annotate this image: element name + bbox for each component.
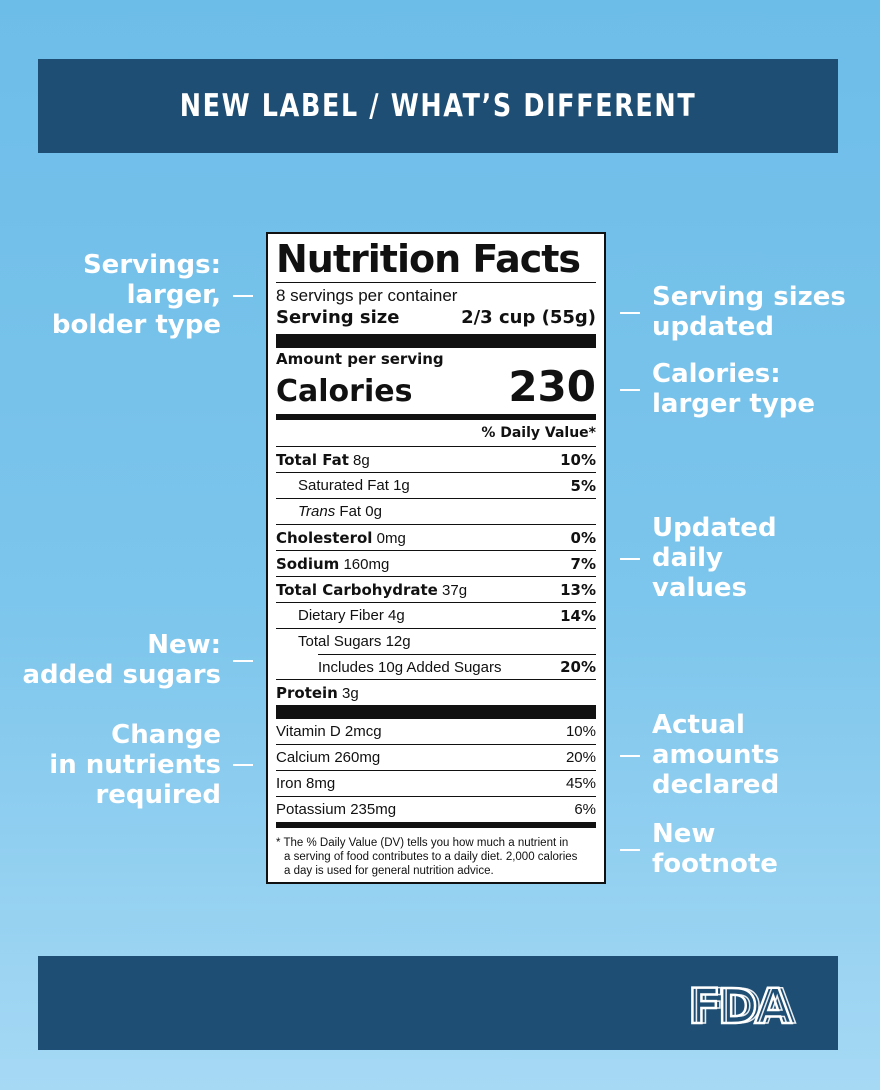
header-banner: NEW LABEL / WHAT’S DIFFERENT xyxy=(38,59,838,153)
divider xyxy=(276,282,596,283)
callout-serving-sizes: Serving sizes updated xyxy=(652,282,846,342)
label-title: Nutrition Facts xyxy=(276,237,581,281)
vitamin-row: Vitamin D 2mcg 10% xyxy=(276,719,596,745)
vitamin-row: Potassium 235mg 6% xyxy=(276,801,596,818)
vitamin-row: Calcium 260mg 20% xyxy=(276,745,596,771)
divider-medium xyxy=(276,414,596,420)
daily-value-header: % Daily Value* xyxy=(481,425,596,441)
nutrient-row: Protein 3g xyxy=(276,679,596,705)
servings-per-container: 8 servings per container xyxy=(276,286,458,305)
callout-dash xyxy=(620,312,640,314)
callout-calories: Calories: larger type xyxy=(652,359,816,419)
serving-size-label: Serving size xyxy=(276,307,400,328)
callout-daily-values: Updated daily values xyxy=(652,513,777,603)
nutrient-row: Dietary Fiber 4g 14% xyxy=(276,602,596,628)
vitamin-row: Iron 8mg 45% xyxy=(276,771,596,797)
callout-dash xyxy=(233,764,253,766)
nutrient-row: Sodium 160mg 7% xyxy=(276,550,596,576)
nutrient-row: Total Sugars 12g xyxy=(276,628,596,654)
nutrient-row: Total Fat 8g 10% xyxy=(276,446,596,472)
svg-text:FDA: FDA xyxy=(692,979,796,1028)
nutrient-row-added-sugars: Includes 10g Added Sugars 20% xyxy=(276,653,596,679)
divider-heavy xyxy=(276,705,596,719)
callout-nutrients: Change in nutrients required xyxy=(49,720,221,810)
nutrient-row: Total Carbohydrate 37g 13% xyxy=(276,576,596,602)
callout-added-sugars: New: added sugars xyxy=(22,630,221,690)
amount-per-serving: Amount per serving xyxy=(276,350,444,368)
calories-value: 230 xyxy=(508,362,596,411)
nutrient-row: Cholesterol 0mg 0% xyxy=(276,524,596,550)
callout-dash xyxy=(620,558,640,560)
nutrient-row: Saturated Fat 1g 5% xyxy=(276,472,596,498)
callout-footnote: New footnote xyxy=(652,819,778,879)
divider-medium xyxy=(276,822,596,828)
serving-size-row: Serving size 2/3 cup (55g) xyxy=(276,306,596,334)
callout-dash xyxy=(620,849,640,851)
footer-banner: FDA FDA xyxy=(38,956,838,1050)
callout-dash xyxy=(620,755,640,757)
label-footnote: * The % Daily Value (DV) tells you how m… xyxy=(276,837,578,877)
serving-size-value: 2/3 cup (55g) xyxy=(461,307,596,328)
divider-heavy xyxy=(276,334,596,348)
nutrition-label: Nutrition Facts 8 servings per container… xyxy=(266,232,606,884)
callout-actual-amounts: Actual amounts declared xyxy=(652,710,780,800)
page-title: NEW LABEL / WHAT’S DIFFERENT xyxy=(179,88,697,124)
callout-dash xyxy=(620,389,640,391)
calories-label: Calories xyxy=(276,374,413,409)
calories-row: Calories 230 xyxy=(276,362,596,414)
fda-logo: FDA FDA xyxy=(687,978,800,1028)
callout-dash xyxy=(233,660,253,662)
nutrient-row: Trans Fat 0g xyxy=(276,498,596,524)
svg-text:FDA: FDA xyxy=(688,979,792,1028)
callout-servings: Servings: larger, bolder type xyxy=(51,250,221,340)
callout-dash xyxy=(233,295,253,297)
